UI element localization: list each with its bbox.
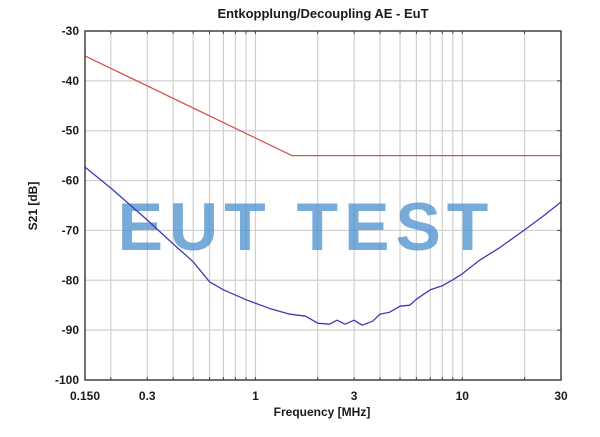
- y-tick-label: -70: [62, 223, 80, 237]
- x-tick-label: 0.150: [70, 389, 100, 403]
- y-tick-label: -30: [62, 24, 80, 38]
- x-tick-label: 3: [351, 389, 358, 403]
- y-tick-label: -60: [62, 174, 80, 188]
- ticks: [84, 30, 562, 381]
- y-tick-label: -50: [62, 124, 80, 138]
- x-axis-label: Frequency [MHz]: [274, 405, 371, 419]
- y-tick-label: -80: [62, 273, 80, 287]
- y-tick-label: -100: [55, 373, 79, 387]
- x-tick-labels: 0.150 0.3 1 3 10 30: [70, 389, 568, 403]
- x-tick-label: 1: [252, 389, 259, 403]
- x-tick-label: 0.3: [139, 389, 156, 403]
- watermark: EUT TEST: [118, 189, 495, 265]
- chart-title: Entkopplung/Decoupling AE - EuT: [217, 6, 428, 21]
- series-group: [84, 55, 562, 326]
- y-tick-label: -40: [62, 74, 80, 88]
- x-tick-label: 30: [554, 389, 568, 403]
- y-tick-label: -90: [62, 323, 80, 337]
- y-axis-label: S21 [dB]: [26, 182, 40, 231]
- watermark-text: EUT TEST: [118, 189, 495, 265]
- plot-frame: [84, 30, 562, 381]
- y-tick-labels: -30 -40 -50 -60 -70 -80 -90 -100: [55, 24, 79, 387]
- x-tick-label: 10: [456, 389, 470, 403]
- limit-line: [84, 55, 561, 157]
- measured-s21-line: [84, 166, 562, 326]
